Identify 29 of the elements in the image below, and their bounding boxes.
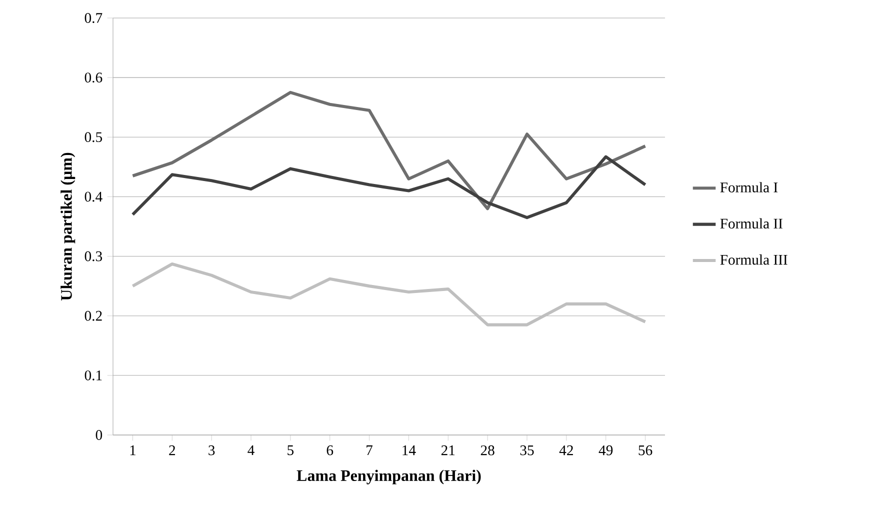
x-tick-label: 49 (598, 445, 613, 456)
x-tick-label: 14 (402, 445, 416, 456)
legend-label: Formula I (720, 182, 778, 192)
y-tick-label: 0 (96, 430, 102, 440)
y-tick-label: 0.5 (84, 132, 102, 142)
x-tick-label: 35 (520, 445, 534, 456)
x-tick-label: 7 (366, 445, 373, 455)
legend-label: Formula III (720, 254, 788, 265)
y-tick-label: 0.7 (84, 13, 102, 23)
line-series (131, 262, 647, 326)
y-axis-title: Ukuran partikel (µm) (60, 152, 76, 300)
line-series (131, 155, 647, 220)
x-tick-label: 5 (288, 445, 294, 456)
x-tick-label: 2 (169, 445, 176, 456)
x-tick-label: 42 (559, 445, 573, 456)
y-tick-label: 0.6 (84, 72, 102, 83)
x-tick-label: 28 (480, 445, 494, 456)
x-tick-label: 4 (248, 445, 254, 456)
y-tick-label: 0.1 (84, 370, 102, 380)
y-tick-label: 0.2 (84, 310, 102, 321)
x-tick-label: 3 (208, 445, 215, 456)
y-tick-label: 0.4 (84, 192, 102, 202)
x-tick-label: 56 (638, 445, 652, 456)
y-tick-label: 0.3 (84, 251, 102, 262)
x-tick-label: 6 (326, 445, 334, 456)
x-tick-label: 21 (441, 445, 455, 456)
x-axis-title: Lama Penyimpanan (Hari) (296, 470, 481, 484)
x-tick-label: 1 (130, 445, 136, 456)
legend-label: Formula II (720, 218, 782, 229)
